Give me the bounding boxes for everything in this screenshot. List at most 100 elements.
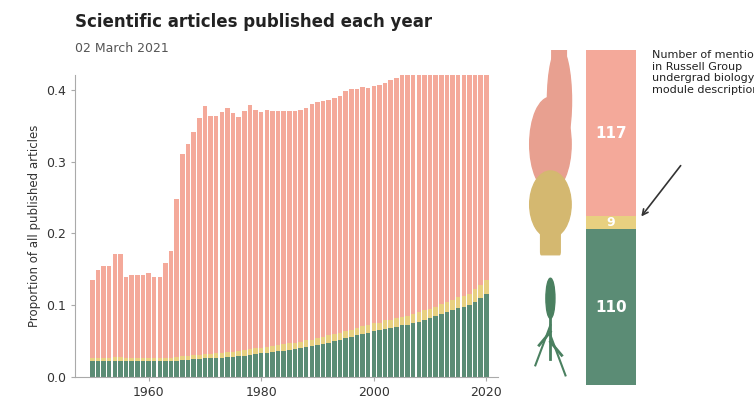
Bar (130, 358, 134, 361)
Bar (192, 132, 196, 355)
Bar (338, 340, 342, 377)
Bar (338, 96, 342, 333)
Bar (383, 83, 388, 321)
Text: 110: 110 (595, 300, 627, 315)
Bar (484, 295, 489, 377)
Bar (135, 361, 139, 377)
Bar (360, 87, 365, 326)
Bar (299, 342, 303, 348)
Bar (411, 314, 415, 323)
Bar (394, 318, 399, 327)
Bar (152, 361, 157, 377)
Bar (394, 327, 399, 377)
Bar (315, 345, 320, 377)
Bar (152, 358, 157, 361)
Bar (197, 359, 201, 377)
Bar (180, 356, 185, 360)
Bar (372, 86, 376, 323)
Bar (247, 355, 252, 377)
Bar (270, 111, 274, 346)
Bar (388, 328, 393, 377)
Bar (214, 116, 219, 353)
Bar (101, 361, 106, 377)
Bar (281, 351, 286, 377)
Bar (416, 322, 421, 377)
Bar (118, 254, 123, 357)
Bar (259, 348, 263, 353)
Bar (473, 19, 477, 290)
Bar (265, 347, 269, 353)
Bar (90, 358, 94, 361)
Bar (439, 57, 443, 304)
Bar (135, 358, 139, 361)
Bar (208, 354, 213, 358)
Bar (124, 358, 128, 361)
Bar (349, 330, 354, 337)
Bar (377, 323, 382, 331)
Bar (439, 314, 443, 377)
Bar (118, 361, 123, 377)
Bar (112, 357, 117, 361)
Bar (400, 74, 404, 317)
Bar (406, 325, 410, 377)
Bar (467, 305, 472, 377)
Bar (299, 348, 303, 377)
Bar (315, 102, 320, 338)
Bar (203, 358, 207, 377)
Bar (411, 71, 415, 314)
Bar (456, 41, 461, 297)
Bar (332, 98, 336, 334)
Bar (349, 89, 354, 330)
Bar (192, 359, 196, 377)
Bar (169, 361, 173, 377)
Bar (293, 111, 297, 343)
Bar (293, 349, 297, 377)
Ellipse shape (529, 97, 572, 191)
Bar (174, 361, 179, 377)
Bar (124, 361, 128, 377)
Bar (197, 355, 201, 359)
Bar (174, 357, 179, 361)
Bar (434, 60, 438, 307)
Bar (354, 89, 359, 328)
Bar (349, 337, 354, 377)
Bar (203, 354, 207, 358)
Bar (456, 297, 461, 308)
Bar (310, 340, 314, 346)
Bar (383, 321, 388, 329)
Bar (96, 358, 100, 361)
Bar (242, 111, 247, 350)
Bar (332, 341, 336, 377)
Bar (411, 323, 415, 377)
Bar (242, 356, 247, 377)
Bar (445, 313, 449, 377)
Bar (293, 343, 297, 349)
Bar (310, 104, 314, 340)
Bar (158, 358, 162, 361)
Bar (366, 333, 370, 377)
Bar (237, 117, 241, 351)
Bar (90, 361, 94, 377)
Bar (146, 361, 151, 377)
Bar (163, 358, 167, 361)
Bar (445, 303, 449, 313)
Bar (467, 294, 472, 305)
Bar (214, 358, 219, 377)
Bar (428, 309, 432, 318)
Bar (467, 29, 472, 294)
Bar (439, 304, 443, 314)
Bar (219, 112, 224, 353)
Bar (428, 65, 432, 309)
Bar (253, 354, 258, 377)
Bar (281, 344, 286, 351)
Bar (96, 270, 100, 358)
Bar (141, 361, 146, 377)
Bar (315, 338, 320, 345)
Bar (304, 347, 308, 377)
Bar (237, 356, 241, 377)
Bar (366, 325, 370, 333)
Bar (203, 106, 207, 354)
Bar (338, 333, 342, 340)
Bar (107, 266, 112, 358)
Bar (394, 78, 399, 318)
